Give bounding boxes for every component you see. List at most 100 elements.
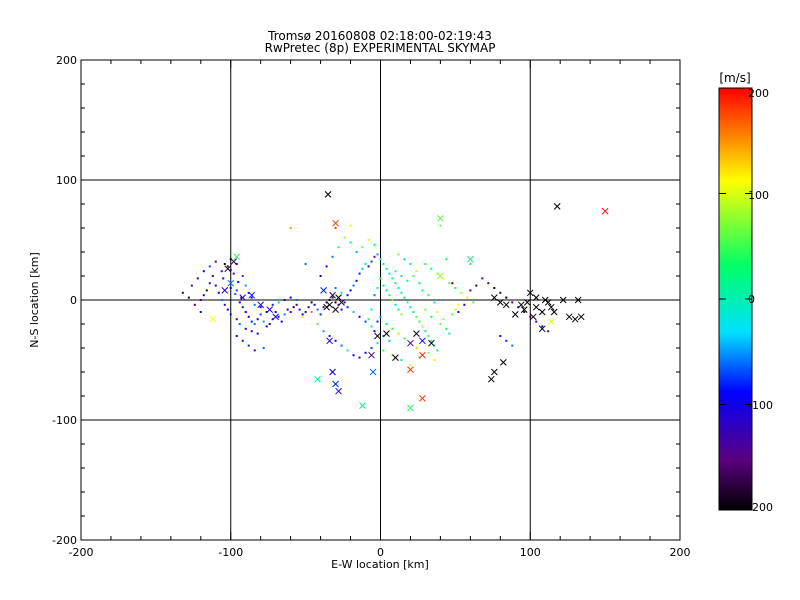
dot-marker xyxy=(379,258,382,261)
dot-marker xyxy=(316,323,319,325)
cross-marker xyxy=(565,313,573,321)
cross-marker xyxy=(338,299,345,306)
dot-marker xyxy=(259,313,262,316)
cross-marker xyxy=(324,191,332,198)
dot-marker xyxy=(442,318,445,321)
dot-marker xyxy=(237,281,240,283)
cross-marker xyxy=(574,296,582,304)
cross-marker xyxy=(428,339,435,347)
dot-marker xyxy=(400,359,403,361)
dot-marker xyxy=(334,227,337,229)
dot-marker xyxy=(235,289,238,292)
dot-marker xyxy=(475,284,478,287)
cross-marker xyxy=(329,291,336,299)
dot-marker xyxy=(409,363,412,366)
cross-marker xyxy=(419,351,426,359)
cross-marker xyxy=(209,315,217,323)
dot-marker xyxy=(217,291,220,294)
dot-marker xyxy=(421,325,424,328)
dot-marker xyxy=(445,258,448,261)
dot-marker xyxy=(328,299,331,301)
dot-marker xyxy=(304,263,307,265)
dot-marker xyxy=(289,227,292,229)
colorbar-tick-label: 100 xyxy=(748,189,769,202)
cross-marker xyxy=(326,337,333,345)
cross-marker xyxy=(227,279,235,287)
dot-marker xyxy=(409,263,412,265)
dot-marker xyxy=(418,320,421,323)
dot-marker xyxy=(328,335,331,337)
dot-marker xyxy=(289,311,292,313)
dot-marker xyxy=(244,311,247,313)
dot-marker xyxy=(451,313,454,316)
dot-marker xyxy=(535,320,538,323)
dot-marker xyxy=(181,291,184,294)
dot-marker xyxy=(424,308,427,311)
dot-marker xyxy=(397,308,400,311)
dot-marker xyxy=(403,296,406,299)
dot-marker xyxy=(403,337,406,340)
dot-marker xyxy=(235,318,238,321)
dot-marker xyxy=(367,318,370,321)
dot-marker xyxy=(340,308,343,311)
dot-marker xyxy=(277,301,280,304)
cross-marker xyxy=(369,368,377,376)
x-tick-label: 0 xyxy=(377,546,384,559)
dot-marker xyxy=(274,311,277,313)
dot-marker xyxy=(226,265,229,268)
dot-marker xyxy=(373,243,376,246)
dot-marker xyxy=(436,311,439,313)
dot-marker xyxy=(454,287,457,289)
colorbar-ticks xyxy=(719,87,752,511)
dot-marker xyxy=(382,263,385,265)
dot-marker xyxy=(244,327,247,330)
dot-marker xyxy=(358,315,361,318)
dot-marker xyxy=(199,299,202,301)
x-tick-label: 100 xyxy=(520,546,541,559)
dot-marker xyxy=(367,239,370,241)
dot-marker xyxy=(376,253,379,256)
dot-marker xyxy=(469,263,472,265)
cross-marker xyxy=(314,375,321,383)
dot-marker xyxy=(361,267,364,270)
x-axis-label: E-W location [km] xyxy=(331,558,429,571)
cross-marker xyxy=(374,332,381,340)
dot-marker xyxy=(241,339,244,342)
cross-marker xyxy=(383,330,390,337)
dot-marker xyxy=(400,313,403,316)
chart-subtitle: RwPretec (8p) EXPERIMENTAL SKYMAP xyxy=(265,41,496,55)
dot-marker xyxy=(457,303,460,306)
dot-marker xyxy=(313,303,316,306)
dot-marker xyxy=(370,308,373,311)
cross-marker xyxy=(224,265,232,273)
dot-marker xyxy=(472,301,475,304)
cross-marker xyxy=(550,308,558,316)
dot-marker xyxy=(208,265,211,268)
dot-marker xyxy=(238,301,241,304)
dot-marker xyxy=(229,313,232,316)
dot-marker xyxy=(433,301,436,304)
colorbar-tick-label: -100 xyxy=(748,399,773,412)
cross-marker xyxy=(526,289,534,297)
dot-marker xyxy=(451,282,454,285)
cross-marker xyxy=(538,325,546,333)
dot-marker xyxy=(376,287,379,289)
cross-marker xyxy=(419,395,426,402)
dot-marker xyxy=(241,275,244,277)
dot-marker xyxy=(268,323,271,325)
dot-marker xyxy=(511,344,514,347)
cross-marker xyxy=(335,387,342,395)
dot-marker xyxy=(283,299,286,301)
y-tick-label: 0 xyxy=(70,294,77,307)
dot-marker xyxy=(346,306,349,309)
dot-marker xyxy=(373,294,376,297)
dot-marker xyxy=(382,284,385,287)
x-tick-label: 200 xyxy=(670,546,691,559)
cross-marker xyxy=(332,380,339,388)
dot-marker xyxy=(298,308,301,311)
dot-marker xyxy=(193,303,196,306)
dot-marker xyxy=(397,253,400,256)
dot-marker xyxy=(334,287,337,289)
dot-marker xyxy=(310,311,313,313)
